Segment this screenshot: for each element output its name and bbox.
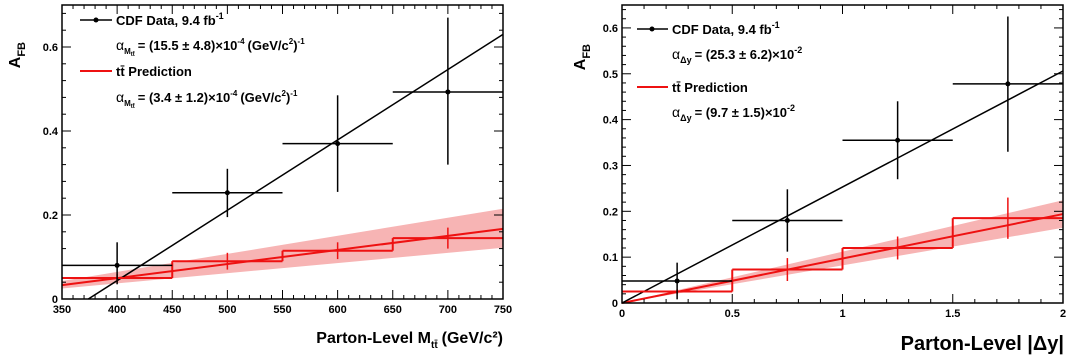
data-point <box>224 190 230 196</box>
data-point <box>1005 81 1011 87</box>
y-axis-title-left: AFB <box>7 42 28 68</box>
x-axis-title-right: Parton-Level |Δy| <box>901 333 1064 355</box>
y-tick-label: 0 <box>52 294 58 306</box>
legend-data-marker-right <box>649 26 655 32</box>
prediction-steps-right <box>622 197 1063 294</box>
y-tick-label: 0 <box>612 298 618 310</box>
legend-data-alpha-left: αMtt̄= (15.5 ± 4.8)×10-4 (GeV/c2)-1 <box>116 37 305 58</box>
x-tick-label: 600 <box>328 304 346 316</box>
x-tick-label: 450 <box>163 304 181 316</box>
prediction-steps-left <box>62 227 503 283</box>
x-axis-title-left: Parton-Level Mtt̄ (GeV/c²) <box>316 330 503 351</box>
data-point <box>114 262 120 268</box>
axis-ticks-right: 0 0.5 1 1.5 2 0 0.1 0.2 0.3 0.4 0.5 0.6 <box>603 5 1066 320</box>
data-point <box>895 137 901 143</box>
x-tick-label: 500 <box>218 304 236 316</box>
y-tick-label: 0.6 <box>603 23 618 35</box>
y-axis-title-right: AFB <box>572 44 593 70</box>
axis-ticks-left: 350 400 450 500 550 600 650 700 750 0 0.2 0.4 0.6 <box>43 5 512 316</box>
y-tick-label: 0.2 <box>43 210 58 222</box>
x-tick-label: 1 <box>839 308 845 320</box>
x-tick-label: 2 <box>1060 308 1066 320</box>
legend-data-label-left: CDF Data, 9.4 fb-1 <box>116 11 224 28</box>
y-tick-label: 0.5 <box>603 69 618 81</box>
data-points-right <box>622 16 1063 300</box>
y-tick-label: 0.2 <box>603 206 618 218</box>
y-tick-label: 0.4 <box>603 115 619 127</box>
legend-data-marker-left <box>93 17 99 23</box>
legend-pred-label-left: tt̄ Prediction <box>116 64 192 79</box>
x-tick-label: 1.5 <box>945 308 960 320</box>
data-fit-line <box>621 70 1064 304</box>
data-point <box>784 217 790 223</box>
data-point <box>674 278 680 284</box>
x-tick-label: 350 <box>53 304 71 316</box>
y-tick-label: 0.3 <box>603 160 618 172</box>
x-tick-label: 650 <box>384 304 402 316</box>
x-tick-label: 700 <box>439 304 457 316</box>
y-tick-label: 0.1 <box>603 252 618 264</box>
legend-pred-label-right: tt̄ Prediction <box>672 80 748 95</box>
x-tick-label: 550 <box>273 304 291 316</box>
data-fit-line <box>87 33 504 300</box>
x-tick-label: 400 <box>108 304 126 316</box>
legend-pred-alpha-left: αMtt̄= (3.4 ± 1.2)×10-4 (GeV/c2)-1 <box>116 89 298 110</box>
legend-pred-alpha-right: αΔy = (9.7 ± 1.5)×10-2 <box>672 103 795 123</box>
x-tick-label: 0.5 <box>725 308 740 320</box>
x-tick-label: 0 <box>619 308 625 320</box>
chart-right-dy: 0 0.5 1 1.5 2 0 0.1 0.2 0.3 0.4 0.5 0.6 AFB Parton-… <box>572 4 1066 355</box>
data-point <box>335 141 341 147</box>
chart-left-mtt: 350 400 450 500 550 600 650 700 750 0 0.2 0.4 0.6 AF… <box>7 4 512 351</box>
x-tick-label: 750 <box>494 304 512 316</box>
data-point <box>445 89 451 95</box>
legend-left: CDF Data, 9.4 fb-1 αMtt̄= (15.5 ± 4.8)×1… <box>80 11 305 110</box>
legend-data-label-right: CDF Data, 9.4 fb-1 <box>672 20 780 37</box>
data-points-left <box>62 17 503 285</box>
legend-data-alpha-right: αΔy = (25.3 ± 6.2)×10-2 <box>672 45 802 65</box>
y-tick-label: 0.6 <box>43 42 58 54</box>
y-tick-label: 0.4 <box>43 126 59 138</box>
legend-right: CDF Data, 9.4 fb-1 αΔy = (25.3 ± 6.2)×10-… <box>637 20 802 123</box>
